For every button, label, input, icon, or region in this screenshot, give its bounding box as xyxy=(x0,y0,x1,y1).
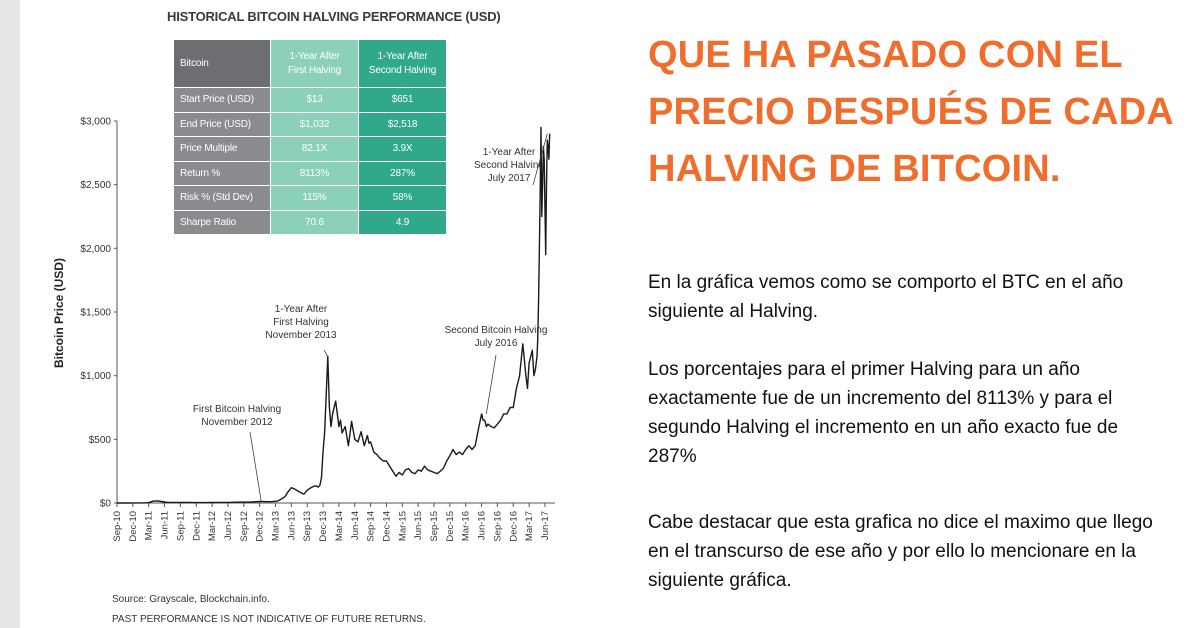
article-paragraph: En la gráfica vemos como se comporto el … xyxy=(648,272,1124,322)
annotation-label: November 2012 xyxy=(201,417,273,428)
y-tick-label: $1,000 xyxy=(80,371,111,382)
table-cell: $651 xyxy=(358,87,447,113)
x-tick-label: Dec-16 xyxy=(508,511,519,542)
table-cell: 82.1X xyxy=(270,136,359,162)
table-row: Return % 8113% 287% xyxy=(173,160,447,186)
x-tick-label: Jun-15 xyxy=(413,511,424,540)
table-cell: 58% xyxy=(358,185,447,211)
y-tick-label: $3,000 xyxy=(80,117,111,128)
table-cell: 287% xyxy=(358,160,447,186)
table-cell: Sharpe Ratio xyxy=(173,209,271,235)
y-tick-label: $500 xyxy=(89,435,112,446)
table-row: Price Multiple 82.1X 3.9X xyxy=(173,136,447,162)
x-tick-label: Dec-10 xyxy=(128,511,139,542)
table-header-cell: Bitcoin xyxy=(173,39,271,88)
x-tick-label: Sep-15 xyxy=(429,511,440,542)
x-tick-label: Sep-16 xyxy=(492,511,503,542)
annotation-label: Second Halving xyxy=(474,160,544,171)
x-tick-label: Jun-12 xyxy=(223,511,234,540)
y-tick-label: $1,500 xyxy=(80,308,111,319)
table-cell: Price Multiple xyxy=(173,136,271,162)
x-tick-label: Mar-16 xyxy=(461,511,472,541)
annotation-pointer xyxy=(249,431,262,502)
table-row: End Price (USD) $1,032 $2,518 xyxy=(173,111,447,137)
y-axis-label: Bitcoin Price (USD) xyxy=(52,258,66,368)
y-tick-label: $0 xyxy=(100,499,112,510)
table-cell: Return % xyxy=(173,160,271,186)
x-tick-label: Jun-17 xyxy=(540,511,551,540)
annotation-label: July 2017 xyxy=(488,173,531,184)
x-tick-label: Mar-11 xyxy=(144,511,155,540)
x-tick-label: Dec-13 xyxy=(318,511,329,542)
article-paragraph: Los porcentajes para el primer Halving p… xyxy=(648,359,1119,467)
article-heading: QUE HA PASADO CON EL PRECIO DESPUÉS DE C… xyxy=(648,34,1173,190)
table-cell: 70.6 xyxy=(270,209,359,235)
table-cell: $2,518 xyxy=(358,111,447,137)
x-tick-label: Mar-15 xyxy=(397,511,408,541)
table-cell: 115% xyxy=(270,185,359,211)
x-tick-label: Mar-12 xyxy=(207,511,218,541)
table-row: Risk % (Std Dev) 115% 58% xyxy=(173,185,447,211)
x-tick-label: Sep-12 xyxy=(239,511,250,542)
price-line xyxy=(117,126,551,504)
x-tick-label: Mar-13 xyxy=(271,511,282,541)
annotation-pointer xyxy=(323,349,329,357)
table-row: Start Price (USD) $13 $651 xyxy=(173,87,447,113)
table-cell: End Price (USD) xyxy=(173,111,271,137)
x-tick-label: Dec-12 xyxy=(255,511,266,542)
x-tick-label: Sep-14 xyxy=(366,511,377,542)
table-header-cell: 1-Year After First Halving xyxy=(270,39,359,88)
x-tick-label: Jun-14 xyxy=(350,511,361,540)
annotation-label: Second Bitcoin Halving xyxy=(445,325,548,336)
annotation-label: November 2013 xyxy=(265,330,337,341)
annotation-label: July 2016 xyxy=(475,338,518,349)
table-cell: Start Price (USD) xyxy=(173,87,271,113)
chart-panel: $0 $500 $1,000 $1,500 $2,000 $2,500 $3,000 Sep… xyxy=(0,0,555,628)
annotation-label: First Bitcoin Halving xyxy=(193,404,281,415)
table-header-row: Bitcoin 1-Year After First Halving 1-Year… xyxy=(173,39,447,88)
x-tick-label: Dec-15 xyxy=(445,511,456,542)
source-note: Source: Grayscale, Blockchain.info. xyxy=(112,594,270,605)
table-cell: $13 xyxy=(270,87,359,113)
x-tick-label: Jun-13 xyxy=(286,511,297,540)
chart-title: HISTORICAL BITCOIN HALVING PERFORMANCE (… xyxy=(167,9,501,24)
x-tick-label: Mar-17 xyxy=(524,511,535,541)
x-tick-label: Sep-11 xyxy=(175,511,186,541)
annotations: First Bitcoin Halving November 2012 1-Year… xyxy=(193,133,548,502)
annotation-label: First Halving xyxy=(273,317,329,328)
x-tick-label: Jun-16 xyxy=(477,511,488,540)
table-row: Sharpe Ratio 70.6 4.9 xyxy=(173,209,447,235)
disclaimer-note: PAST PERFORMANCE IS NOT INDICATIVE OF FU… xyxy=(112,614,426,625)
y-ticks: $0 $500 $1,000 $1,500 $2,000 $2,500 $3,000 xyxy=(80,117,117,510)
x-tick-label: Dec-11 xyxy=(191,511,202,541)
annotation-label: 1-Year After xyxy=(483,147,536,158)
x-tick-label: Sep-10 xyxy=(112,511,123,542)
y-tick-label: $2,500 xyxy=(80,180,111,191)
article-paragraph: Cabe destacar que esta grafica no dice e… xyxy=(648,512,1153,591)
table-header-cell: 1-Year After Second Halving xyxy=(358,39,447,88)
x-tick-label: Sep-13 xyxy=(302,511,313,542)
annotation-pointer xyxy=(532,133,548,186)
y-tick-label: $2,000 xyxy=(80,244,111,255)
price-chart: $0 $500 $1,000 $1,500 $2,000 $2,500 $3,000 Sep… xyxy=(52,117,555,542)
left-margin xyxy=(0,0,20,628)
x-tick-label: Jun-11 xyxy=(160,511,171,539)
table-cell: 8113% xyxy=(270,160,359,186)
annotation-pointer xyxy=(485,354,497,414)
x-tick-label: Dec-14 xyxy=(381,511,392,542)
x-tick-label: Mar-14 xyxy=(334,511,345,541)
table-cell: 3.9X xyxy=(358,136,447,162)
annotation-label: 1-Year After xyxy=(275,304,328,315)
table-cell: Risk % (Std Dev) xyxy=(173,185,271,211)
table-cell: $1,032 xyxy=(270,111,359,137)
x-ticks: Sep-10 Dec-10 Mar-11 Jun-11 Sep-11 Dec-11 Mar-… xyxy=(112,503,551,542)
performance-table: Bitcoin 1-Year After First Halving 1-Year… xyxy=(173,39,447,235)
table-cell: 4.9 xyxy=(358,209,447,235)
